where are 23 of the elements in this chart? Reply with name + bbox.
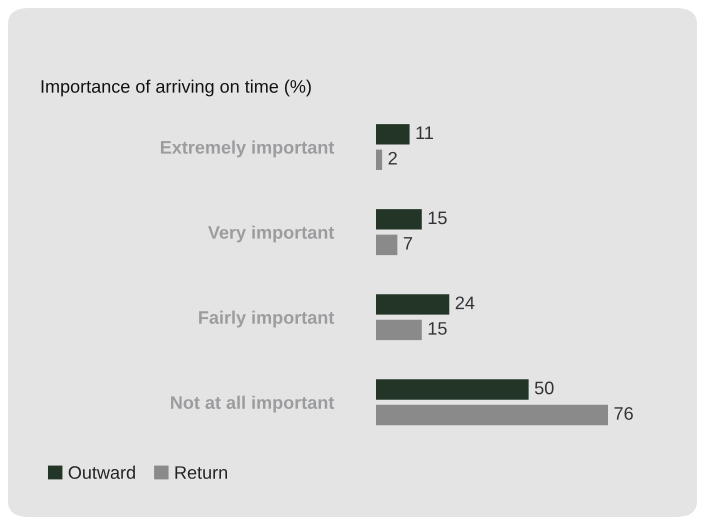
bar	[376, 124, 410, 144]
bar	[376, 234, 398, 256]
data-label: 15	[428, 212, 447, 224]
y-tick-label: Not at all important	[171, 396, 334, 413]
bar	[376, 150, 382, 170]
y-tick-label: Fairly important	[199, 310, 334, 328]
text: Importance of arriving on time (%)	[42, 80, 311, 96]
data-label: 2	[388, 152, 397, 164]
bar	[376, 404, 608, 426]
bar	[376, 294, 450, 315]
legend-label: Return	[175, 466, 228, 479]
bar	[376, 320, 422, 340]
data-label: 24	[456, 296, 474, 310]
y-tick-label: Very important	[208, 226, 334, 242]
data-label: 76	[614, 407, 633, 420]
data-label: 50	[534, 382, 554, 394]
data-label: 15	[428, 322, 447, 335]
bar	[376, 209, 422, 230]
data-label: 7	[404, 237, 412, 250]
data-label: 11	[416, 126, 434, 139]
bar	[376, 379, 529, 400]
legend-label: Outward	[68, 466, 135, 479]
y-tick-label: Extremely important	[160, 140, 334, 158]
